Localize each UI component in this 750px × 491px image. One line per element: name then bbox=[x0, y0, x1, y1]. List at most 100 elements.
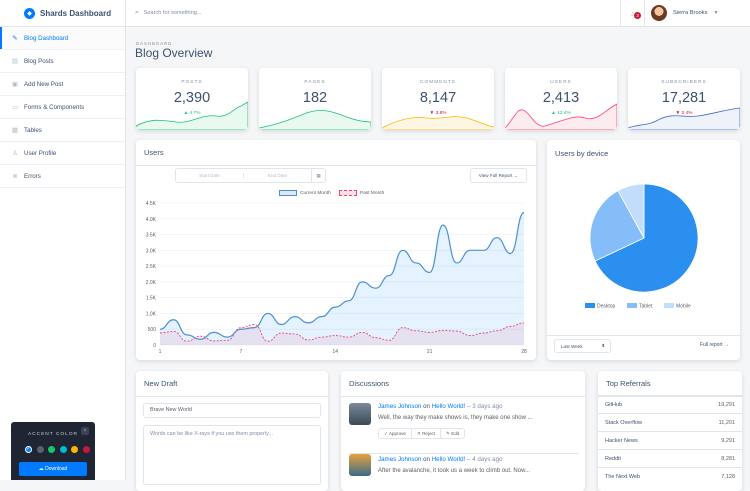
accent-swatches: ✓ bbox=[25, 446, 94, 453]
accent-swatch[interactable] bbox=[48, 446, 55, 453]
sidebar-item-user-profile[interactable]: ♙ User Profile bbox=[0, 142, 125, 165]
x-tick-label: 21 bbox=[427, 349, 433, 355]
y-tick-label: 1.5K bbox=[146, 296, 157, 302]
accent-swatch[interactable]: ✓ bbox=[25, 446, 32, 453]
y-tick-label: 3.5K bbox=[146, 233, 157, 239]
start-date-input[interactable]: Start Date bbox=[199, 173, 220, 178]
device-pie-chart: Desktop Tablet Mobile bbox=[585, 183, 699, 310]
user-name: Sierra Brooks bbox=[673, 10, 708, 16]
calendar-icon[interactable]: ▦ bbox=[311, 169, 325, 182]
brand[interactable]: ◆ Shards Dashboard bbox=[0, 0, 125, 27]
stat-card-posts: POSTS 2,390 ▲ 4.7% bbox=[136, 68, 248, 130]
stat-sparkline bbox=[259, 110, 371, 130]
pencil-icon: ✎ bbox=[12, 35, 18, 42]
page-title: Blog Overview bbox=[135, 46, 213, 60]
legend-label: Desktop bbox=[597, 304, 616, 310]
sidebar-item-blog-posts[interactable]: ▤ Blog Posts bbox=[0, 50, 125, 73]
stat-value: 2,413 bbox=[542, 90, 580, 106]
referral-row[interactable]: GitHub 19,291 bbox=[598, 395, 742, 413]
sidebar-item-tables[interactable]: ▦ Tables bbox=[0, 119, 125, 142]
discussion-meta: James Johnson on Hello World! – 3 days a… bbox=[378, 403, 503, 410]
stat-card-pages: PAGES 182 ▲ 12.4% bbox=[259, 68, 371, 130]
sidebar-item-forms-components[interactable]: ▭ Forms & Components bbox=[0, 96, 125, 119]
accent-color-widget: × ACCENT COLOR ✓ ☁ Download bbox=[11, 422, 95, 480]
avatar bbox=[349, 403, 371, 425]
error-icon: ⊗ bbox=[12, 173, 18, 180]
y-tick-label: 4.5K bbox=[146, 201, 157, 207]
accent-swatch[interactable] bbox=[36, 446, 44, 453]
cloud-icon: ☁ bbox=[38, 466, 46, 472]
accent-title: ACCENT COLOR bbox=[27, 432, 79, 437]
stat-card-subscribers: SUBSCRIBERS 17,281 ▼ 2.4% bbox=[628, 68, 740, 130]
series-line-1 bbox=[159, 322, 525, 342]
sidebar-item-add-new-post[interactable]: ▣ Add New Post bbox=[0, 73, 125, 96]
sidebar-item-errors[interactable]: ⊗ Errors bbox=[0, 165, 125, 188]
accent-swatch[interactable] bbox=[71, 446, 78, 453]
pie-slice-tablet[interactable] bbox=[589, 190, 645, 262]
y-tick-label: 4.0K bbox=[146, 217, 157, 223]
table-icon: ▦ bbox=[11, 127, 19, 134]
referral-row[interactable]: The Next Web 7,128 bbox=[598, 467, 742, 485]
user-menu[interactable]: Sierra Brooks ▼ bbox=[644, 0, 750, 27]
stat-label: USERS bbox=[550, 80, 572, 85]
draft-title-input[interactable]: Brave New World bbox=[143, 403, 321, 418]
download-button[interactable]: ☁ Download bbox=[19, 462, 87, 476]
note-icon: ▣ bbox=[11, 81, 19, 88]
forms-icon: ▭ bbox=[11, 104, 19, 111]
stat-label: COMMENTS bbox=[420, 80, 456, 85]
discussion-meta: James Johnson on Hello World! – 4 days a… bbox=[378, 456, 503, 463]
top-referrals-card: Top Referrals GitHub 19,291 Stack Overflo… bbox=[598, 371, 742, 491]
search-input[interactable]: Search for something... bbox=[143, 10, 202, 16]
draft-body-textarea[interactable]: Words can be like X-rays if you use them… bbox=[143, 425, 321, 485]
referral-row[interactable]: Stack Overflow 11,201 bbox=[598, 413, 742, 431]
notifications-button[interactable]: ♪ 3 bbox=[620, 0, 644, 27]
sidebar-item-blog-dashboard[interactable]: ✎ Blog Dashboard bbox=[0, 27, 125, 50]
range-select[interactable]: Last Week ⬍ bbox=[554, 339, 611, 353]
stat-change: ▼ 3.8% bbox=[429, 111, 447, 116]
stat-card-users: USERS 2,413 ▲ 12.4% bbox=[505, 68, 617, 130]
discussion-actions: ✓ Approve ✕ Reject ✎ Edit bbox=[378, 428, 466, 439]
y-tick-label: 2.0K bbox=[146, 280, 157, 286]
x-tick-label: 28 bbox=[521, 349, 527, 355]
full-report-link[interactable]: Full report → bbox=[700, 342, 729, 348]
end-date-input[interactable]: End Date bbox=[243, 173, 311, 178]
device-card-title: Users by device bbox=[555, 148, 609, 158]
referral-row[interactable]: Hacker News 9,291 bbox=[598, 431, 742, 449]
approve-button[interactable]: ✓ Approve bbox=[379, 429, 412, 438]
stat-sparkline bbox=[382, 116, 494, 130]
avatar bbox=[349, 454, 371, 476]
search-bar[interactable]: ⌕ Search for something... bbox=[126, 9, 620, 17]
edit-button[interactable]: ✎ Edit bbox=[446, 430, 460, 436]
users-card-title: Users bbox=[136, 140, 536, 166]
date-range-picker[interactable]: Start Date End Date ▦ bbox=[175, 168, 326, 183]
shards-logo-icon: ◆ bbox=[24, 7, 35, 19]
stat-value: 8,147 bbox=[419, 90, 457, 106]
topbar: ⌕ Search for something... ♪ 3 Sierra Bro… bbox=[126, 0, 750, 27]
discussions-title: Discussions bbox=[341, 371, 585, 397]
sidebar: ◆ Shards Dashboard ✎ Blog Dashboard ▤ Blog… bbox=[0, 0, 126, 480]
stat-sparkline bbox=[136, 101, 248, 130]
pie-slice-mobile[interactable] bbox=[617, 183, 645, 239]
referral-row[interactable]: Reddit 8,281 bbox=[598, 449, 742, 467]
reject-button[interactable]: ✕ Reject bbox=[412, 429, 442, 438]
legend-current-month[interactable]: Current Month bbox=[279, 190, 331, 196]
view-full-report-button[interactable]: View Full Report → bbox=[470, 168, 527, 183]
legend-past-month[interactable]: Past Month bbox=[339, 190, 384, 196]
legend-swatch bbox=[585, 303, 595, 308]
stat-sparkline bbox=[628, 107, 740, 130]
device-card-footer bbox=[547, 335, 740, 359]
chevron-down-icon: ⬍ bbox=[601, 343, 605, 348]
stat-sparkline bbox=[505, 103, 617, 130]
discussion-item: James Johnson on Hello World! – 3 days a… bbox=[349, 403, 579, 445]
stat-label: SUBSCRIBERS bbox=[661, 80, 707, 85]
legend-swatch bbox=[627, 303, 637, 308]
search-icon: ⌕ bbox=[135, 9, 139, 16]
discussion-text: After the avalanche, it took us a week t… bbox=[378, 468, 531, 474]
close-icon[interactable]: × bbox=[81, 427, 89, 435]
pie-slice-desktop[interactable] bbox=[594, 183, 699, 293]
accent-swatch[interactable] bbox=[59, 446, 67, 453]
series-line-0 bbox=[159, 211, 525, 340]
accent-swatch[interactable] bbox=[82, 446, 90, 453]
discussion-text: Well, the way they make shows is, they m… bbox=[378, 415, 533, 421]
avatar bbox=[651, 5, 667, 21]
